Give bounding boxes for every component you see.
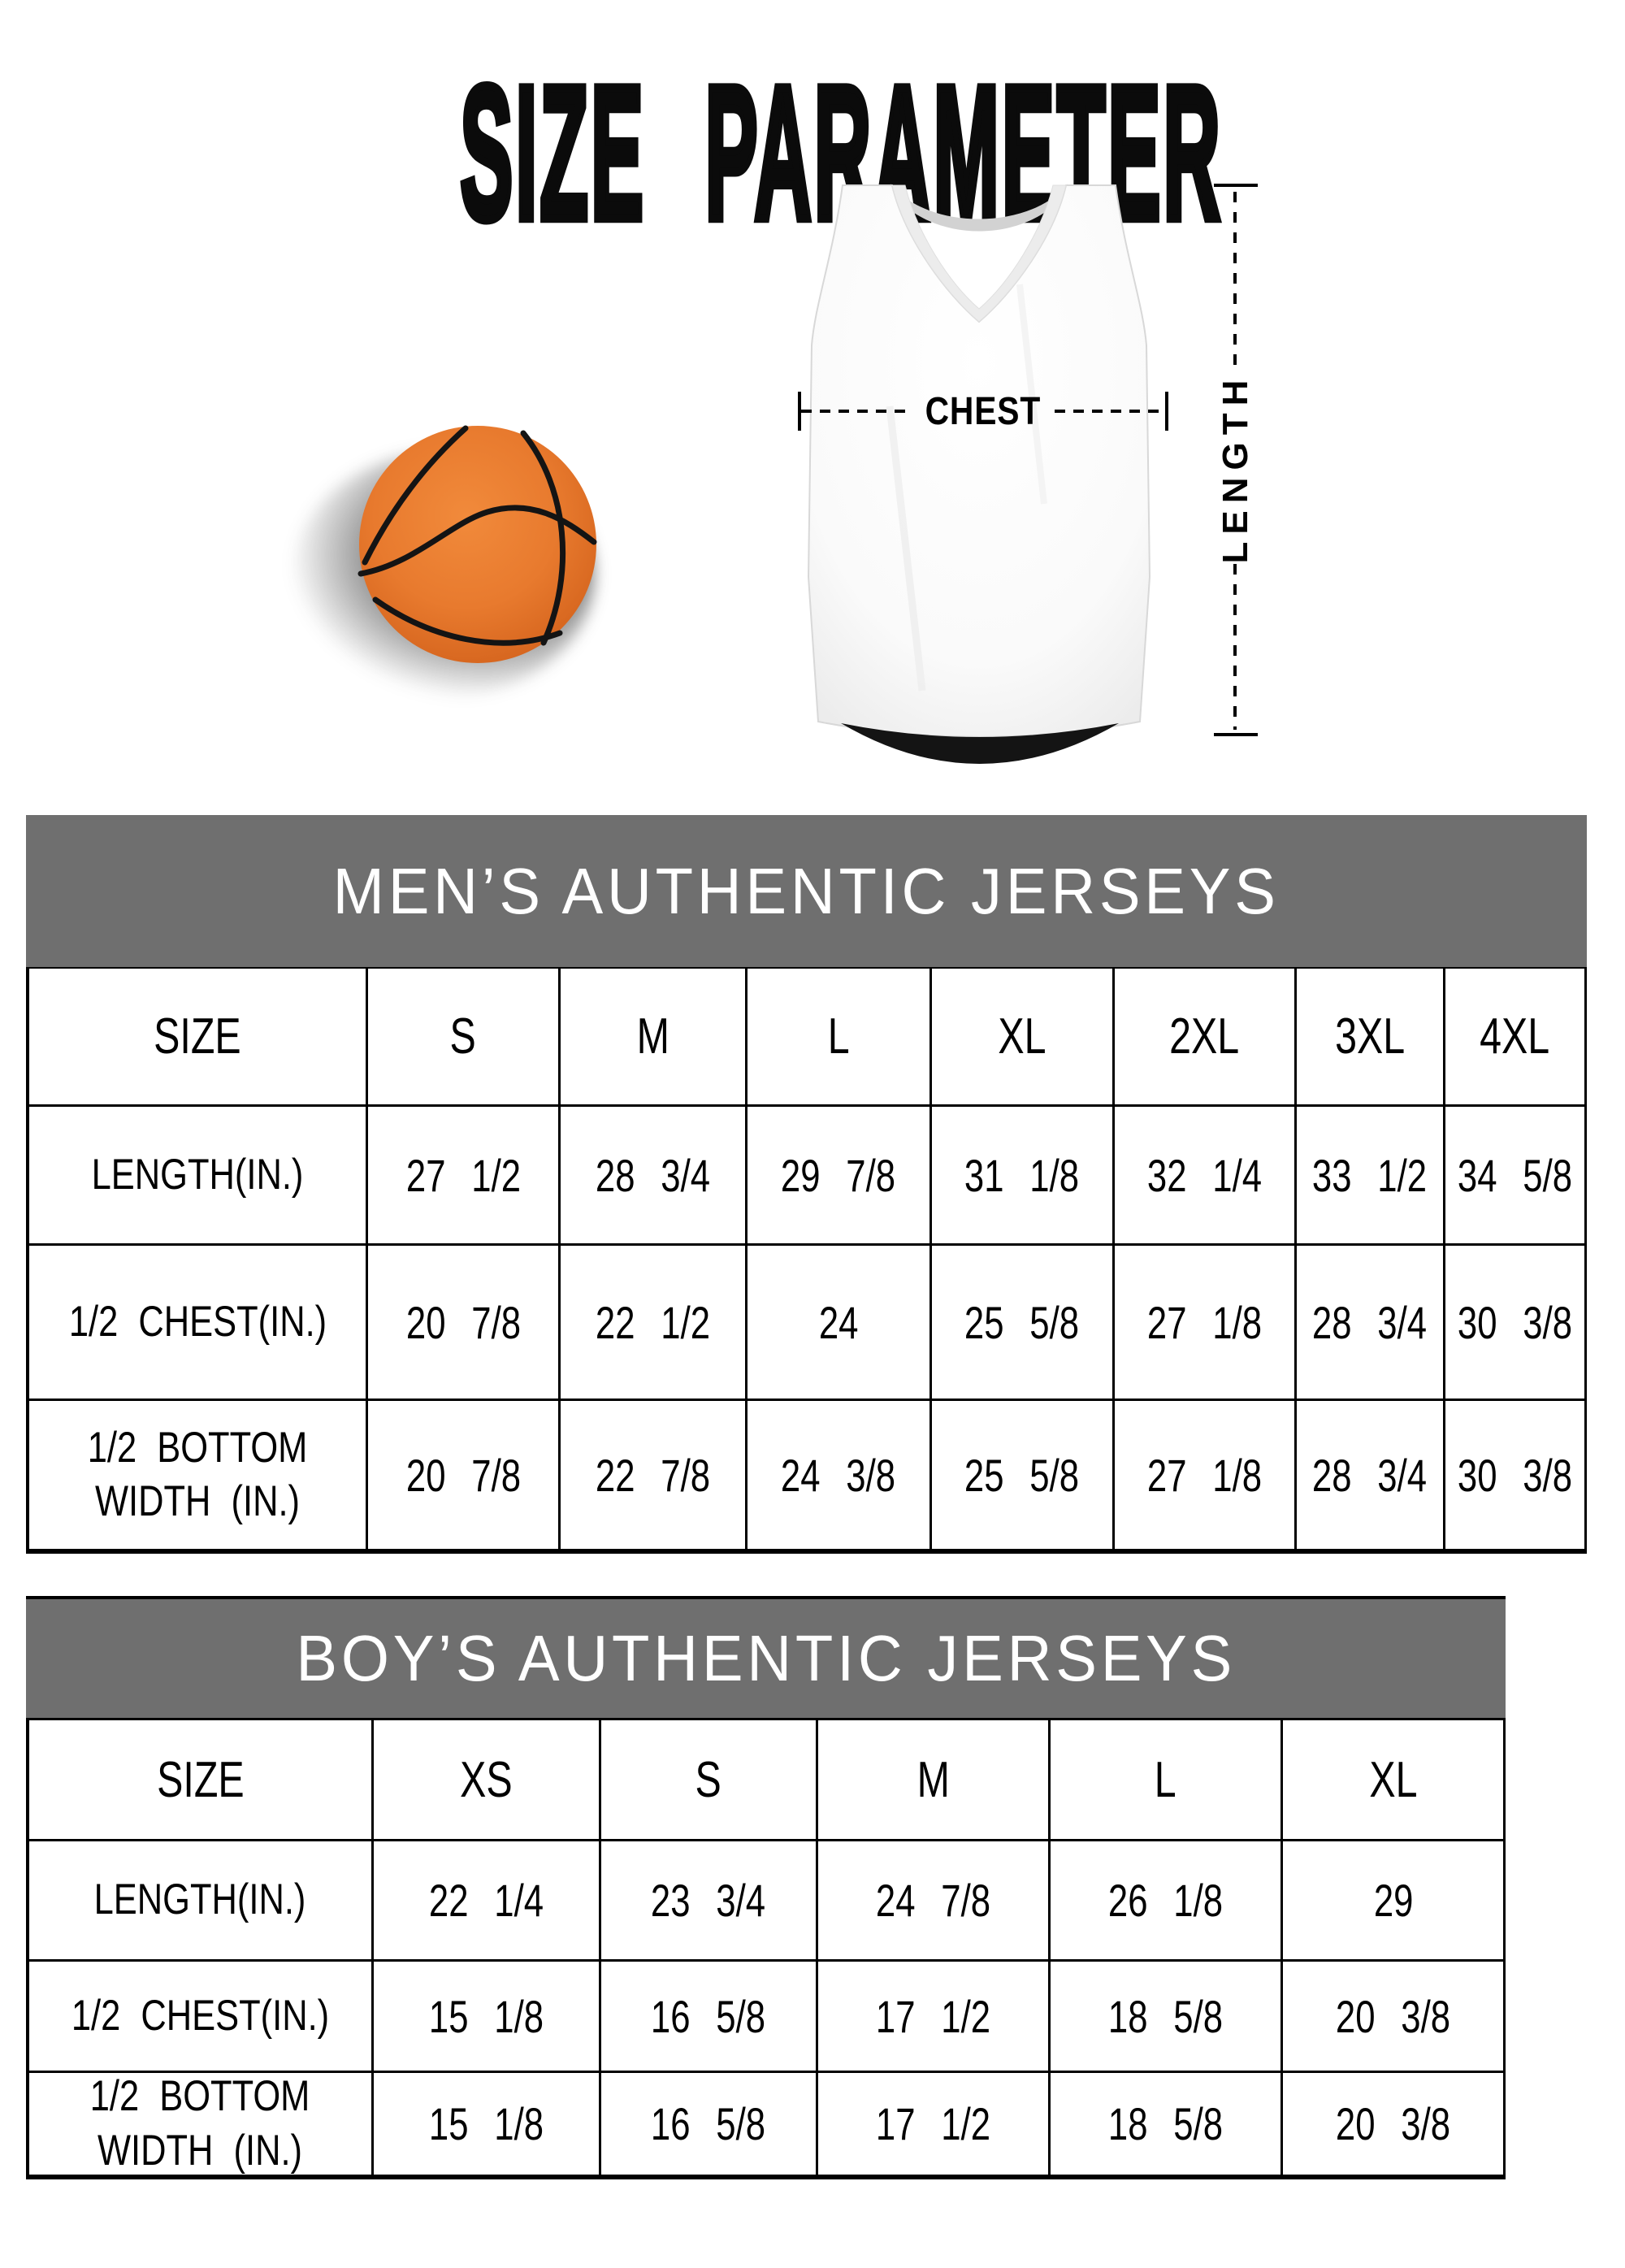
mens-bottom-m: 22 7/8 xyxy=(557,1399,745,1549)
mens-header-3xl: 3XL xyxy=(1294,969,1443,1104)
boys-header-xs: XS xyxy=(370,1720,599,1839)
mens-header-2xl: 2XL xyxy=(1112,969,1294,1104)
boys-chest-xl: 20 3/8 xyxy=(1280,1959,1503,2071)
boys-length-m: 24 7/8 xyxy=(816,1839,1048,1959)
jersey-back-neck xyxy=(890,184,1068,232)
boys-header-xl: XL xyxy=(1280,1720,1503,1839)
mens-length-2xl: 32 1/4 xyxy=(1112,1104,1294,1243)
mens-header-4xl: 4XL xyxy=(1442,969,1584,1104)
mens-length-s: 27 1/2 xyxy=(366,1104,558,1243)
mens-size-table: MEN’S AUTHENTIC JERSEYS SIZE S M L XL 2X… xyxy=(26,815,1587,1554)
mens-chest-xl: 25 5/8 xyxy=(929,1243,1112,1399)
mens-length-4xl: 34 5/8 xyxy=(1442,1104,1584,1243)
length-label: LENGTH xyxy=(1216,372,1255,564)
boys-length-s: 23 3/4 xyxy=(598,1839,817,1959)
mens-header-s: S xyxy=(366,969,558,1104)
mens-chest-s: 20 7/8 xyxy=(366,1243,558,1399)
mens-length-3xl: 33 1/2 xyxy=(1294,1104,1443,1243)
mens-chest-4xl: 30 3/8 xyxy=(1442,1243,1584,1399)
chest-dimension-line: CHEST xyxy=(798,388,1168,434)
mens-chest-3xl: 28 3/4 xyxy=(1294,1243,1443,1399)
boys-size-table: BOY’S AUTHENTIC JERSEYS SIZE XS S M L XL… xyxy=(26,1596,1506,2179)
mens-bottom-4xl: 30 3/8 xyxy=(1442,1399,1584,1549)
boys-bottom-l: 18 5/8 xyxy=(1047,2071,1281,2175)
length-tick-top xyxy=(1214,184,1258,187)
mens-row-label-bottom-width: 1/2 BOTTOM WIDTH (IN.) xyxy=(29,1399,366,1549)
mens-row-label-chest: 1/2 CHEST(IN.) xyxy=(29,1243,366,1399)
length-tick-bottom xyxy=(1214,733,1258,736)
mens-length-xl: 31 1/8 xyxy=(929,1104,1112,1243)
jersey-illustration xyxy=(807,184,1151,764)
mens-header-m: M xyxy=(557,969,745,1104)
boys-bottom-xs: 15 1/8 xyxy=(370,2071,599,2175)
mens-bottom-s: 20 7/8 xyxy=(366,1399,558,1549)
mens-bottom-2xl: 27 1/8 xyxy=(1112,1399,1294,1549)
mens-length-m: 28 3/4 xyxy=(557,1104,745,1243)
boys-header-m: M xyxy=(816,1720,1048,1839)
chest-label: CHEST xyxy=(925,389,1042,433)
boys-length-xs: 22 1/4 xyxy=(370,1839,599,1959)
chest-dash-left xyxy=(801,410,912,413)
chest-tick-left xyxy=(798,392,801,431)
mens-bottom-xl: 25 5/8 xyxy=(929,1399,1112,1549)
boys-table-title-band: BOY’S AUTHENTIC JERSEYS xyxy=(26,1596,1506,1718)
boys-row-label-chest: 1/2 CHEST(IN.) xyxy=(29,1959,371,2071)
boys-length-xl: 29 xyxy=(1280,1839,1503,1959)
jersey-collar xyxy=(891,184,1067,323)
mens-length-l: 29 7/8 xyxy=(744,1104,930,1243)
mens-row-label-length: LENGTH(IN.) xyxy=(29,1104,366,1243)
boys-chest-l: 18 5/8 xyxy=(1047,1959,1281,2071)
mens-table-title: MEN’S AUTHENTIC JERSEYS xyxy=(333,854,1280,927)
boys-header-s: S xyxy=(598,1720,817,1839)
mens-chest-l: 24 xyxy=(744,1243,930,1399)
mens-header-xl: XL xyxy=(929,969,1112,1104)
mens-table-grid: SIZE S M L XL 2XL 3XL 4XL LENGTH(IN.) 27… xyxy=(26,967,1587,1554)
mens-bottom-3xl: 28 3/4 xyxy=(1294,1399,1443,1549)
boys-chest-m: 17 1/2 xyxy=(816,1959,1048,2071)
mens-chest-2xl: 27 1/8 xyxy=(1112,1243,1294,1399)
jersey-body xyxy=(807,184,1151,738)
jersey-hem-shadow xyxy=(841,723,1119,764)
mens-table-title-band: MEN’S AUTHENTIC JERSEYS xyxy=(26,815,1587,967)
boys-bottom-m: 17 1/2 xyxy=(816,2071,1048,2175)
mens-chest-m: 22 1/2 xyxy=(557,1243,745,1399)
mens-bottom-l: 24 3/8 xyxy=(744,1399,930,1549)
length-dash-lower xyxy=(1233,564,1237,730)
boys-chest-xs: 15 1/8 xyxy=(370,1959,599,2071)
boys-bottom-s: 16 5/8 xyxy=(598,2071,817,2175)
chest-tick-right xyxy=(1165,392,1168,431)
boys-table-title: BOY’S AUTHENTIC JERSEYS xyxy=(296,1622,1236,1694)
boys-header-size: SIZE xyxy=(156,1751,245,1808)
mens-header-size: SIZE xyxy=(154,1008,241,1065)
mens-header-l: L xyxy=(744,969,930,1104)
boys-header-l: L xyxy=(1047,1720,1281,1839)
boys-length-l: 26 1/8 xyxy=(1047,1839,1281,1959)
basketball-icon xyxy=(358,425,597,663)
chest-dash-right xyxy=(1054,410,1165,413)
boys-row-label-bottom-width: 1/2 BOTTOM WIDTH (IN.) xyxy=(29,2071,371,2175)
boys-bottom-xl: 20 3/8 xyxy=(1280,2071,1503,2175)
boys-table-grid: SIZE XS S M L XL LENGTH(IN.) 22 1/4 23 3… xyxy=(26,1718,1506,2179)
boys-row-label-length: LENGTH(IN.) xyxy=(29,1839,371,1959)
length-dash-upper xyxy=(1233,192,1237,372)
boys-chest-s: 16 5/8 xyxy=(598,1959,817,2071)
